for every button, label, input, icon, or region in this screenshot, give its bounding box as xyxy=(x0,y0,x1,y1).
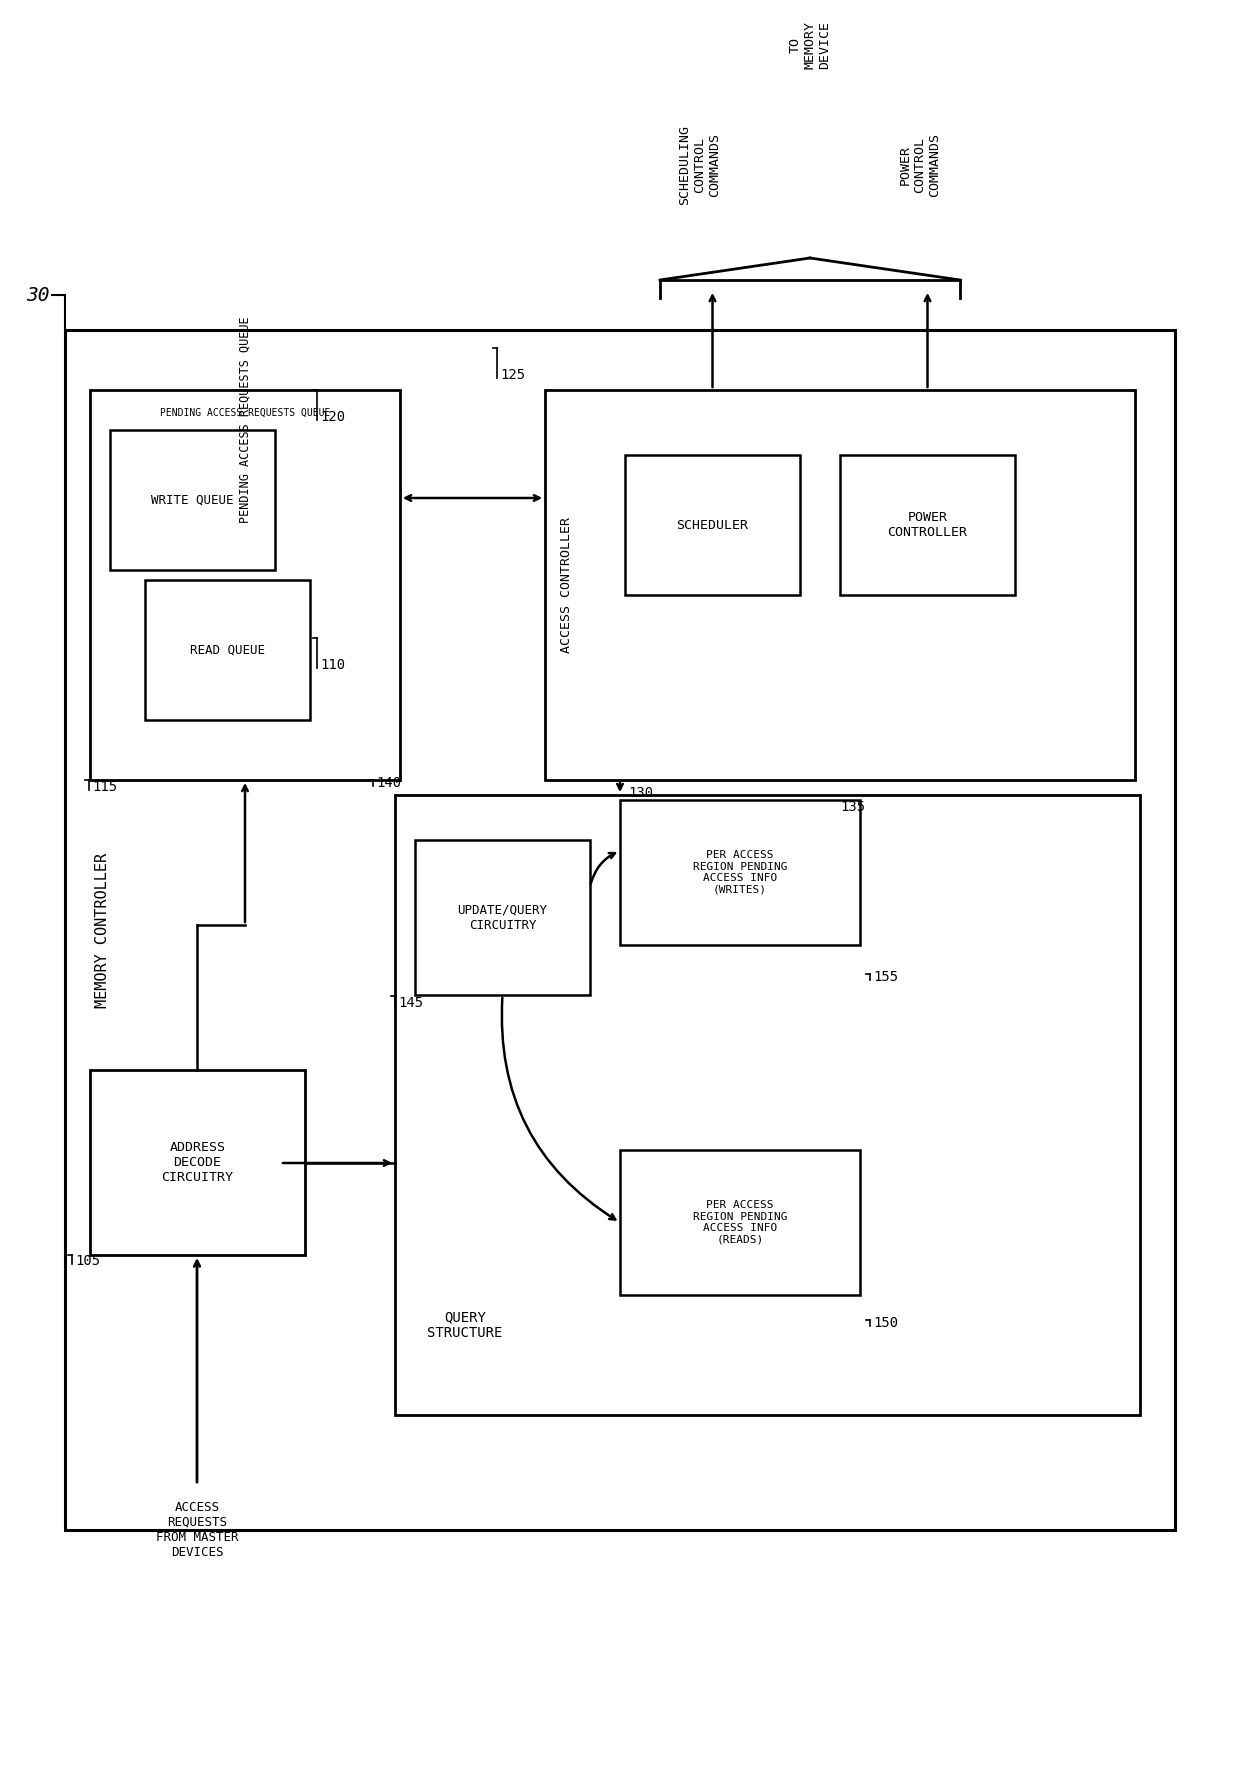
Bar xyxy=(145,580,310,719)
Text: 105: 105 xyxy=(74,1255,100,1267)
Text: 115: 115 xyxy=(92,780,117,794)
Text: ACCESS
REQUESTS
FROM MASTER
DEVICES: ACCESS REQUESTS FROM MASTER DEVICES xyxy=(156,1501,238,1558)
Text: 110: 110 xyxy=(320,659,345,671)
Text: 30: 30 xyxy=(26,286,50,305)
Text: QUERY
STRUCTURE: QUERY STRUCTURE xyxy=(428,1310,502,1341)
Text: MEMORY CONTROLLER: MEMORY CONTROLLER xyxy=(95,853,110,1007)
Bar xyxy=(91,389,401,780)
Text: PER ACCESS
REGION PENDING
ACCESS INFO
(READS): PER ACCESS REGION PENDING ACCESS INFO (R… xyxy=(693,1200,787,1244)
Text: 125: 125 xyxy=(500,368,525,382)
Text: 150: 150 xyxy=(873,1316,898,1330)
Bar xyxy=(91,1069,305,1255)
Text: SCHEDULING
CONTROL
COMMANDS: SCHEDULING CONTROL COMMANDS xyxy=(678,125,722,205)
Text: ADDRESS
DECODE
CIRCUITRY: ADDRESS DECODE CIRCUITRY xyxy=(161,1141,233,1183)
Text: SCHEDULER: SCHEDULER xyxy=(677,518,749,532)
Text: WRITE QUEUE: WRITE QUEUE xyxy=(151,493,234,507)
Bar xyxy=(625,455,800,594)
Text: 155: 155 xyxy=(873,969,898,984)
Text: 135: 135 xyxy=(839,800,866,814)
Bar xyxy=(64,330,1176,1530)
Text: TO
MEMORY
DEVICE: TO MEMORY DEVICE xyxy=(789,21,832,70)
Bar xyxy=(620,1150,861,1294)
Bar xyxy=(546,389,1135,780)
Text: UPDATE/QUERY
CIRCUITRY: UPDATE/QUERY CIRCUITRY xyxy=(458,903,548,932)
Text: PER ACCESS
REGION PENDING
ACCESS INFO
(WRITES): PER ACCESS REGION PENDING ACCESS INFO (W… xyxy=(693,850,787,894)
Bar xyxy=(415,841,590,994)
Text: 120: 120 xyxy=(320,411,345,425)
Bar xyxy=(839,455,1016,594)
Bar xyxy=(110,430,275,569)
Text: ACCESS CONTROLLER: ACCESS CONTROLLER xyxy=(560,518,573,653)
Text: READ QUEUE: READ QUEUE xyxy=(190,644,265,657)
Text: 145: 145 xyxy=(398,996,423,1010)
Bar xyxy=(620,800,861,944)
Text: POWER
CONTROL
COMMANDS: POWER CONTROL COMMANDS xyxy=(899,134,941,196)
Bar xyxy=(396,794,1140,1416)
Text: 140: 140 xyxy=(376,776,401,791)
Text: PENDING ACCESS REQUESTS QUEUE: PENDING ACCESS REQUESTS QUEUE xyxy=(160,409,330,418)
Text: POWER
CONTROLLER: POWER CONTROLLER xyxy=(888,511,967,539)
Text: 130: 130 xyxy=(627,785,653,800)
Text: PENDING ACCESS REQUESTS QUEUE: PENDING ACCESS REQUESTS QUEUE xyxy=(238,316,252,523)
